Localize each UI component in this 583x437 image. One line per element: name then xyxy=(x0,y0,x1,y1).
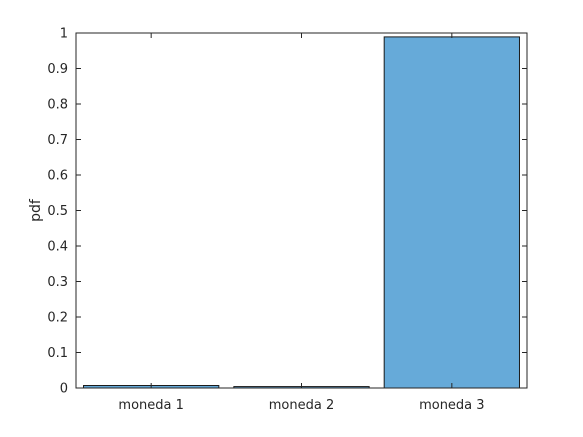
bars-group xyxy=(83,36,520,389)
y-tick-label-2: 0.2 xyxy=(47,311,68,326)
y-tick-label-4: 0.4 xyxy=(47,240,68,255)
y-axis-ticks: 0 0.1 0.2 0.3 0.4 0.5 0.6 0.7 0.8 0.9 1 xyxy=(47,27,527,397)
y-tick-label-1: 0.1 xyxy=(47,346,68,361)
x-tick-label-2: moneda 2 xyxy=(269,398,334,413)
x-axis-ticks: moneda 1 moneda 2 moneda 3 xyxy=(118,33,485,413)
y-tick-label-7: 0.7 xyxy=(47,133,68,148)
y-tick-label-6: 0.6 xyxy=(47,169,68,184)
y-tick-label-8: 0.8 xyxy=(47,98,68,113)
x-tick-label-1: moneda 1 xyxy=(118,398,183,413)
y-tick-label-10: 1 xyxy=(60,27,68,42)
y-axis-label: pdf xyxy=(28,198,44,222)
y-tick-label-0: 0 xyxy=(60,382,68,397)
y-tick-label-3: 0.3 xyxy=(47,275,68,290)
plot-frame xyxy=(75,32,528,389)
y-tick-label-5: 0.5 xyxy=(47,204,68,219)
x-tick-label-3: moneda 3 xyxy=(419,398,484,413)
bar-3 xyxy=(383,36,520,389)
y-tick-label-9: 0.9 xyxy=(47,62,68,77)
